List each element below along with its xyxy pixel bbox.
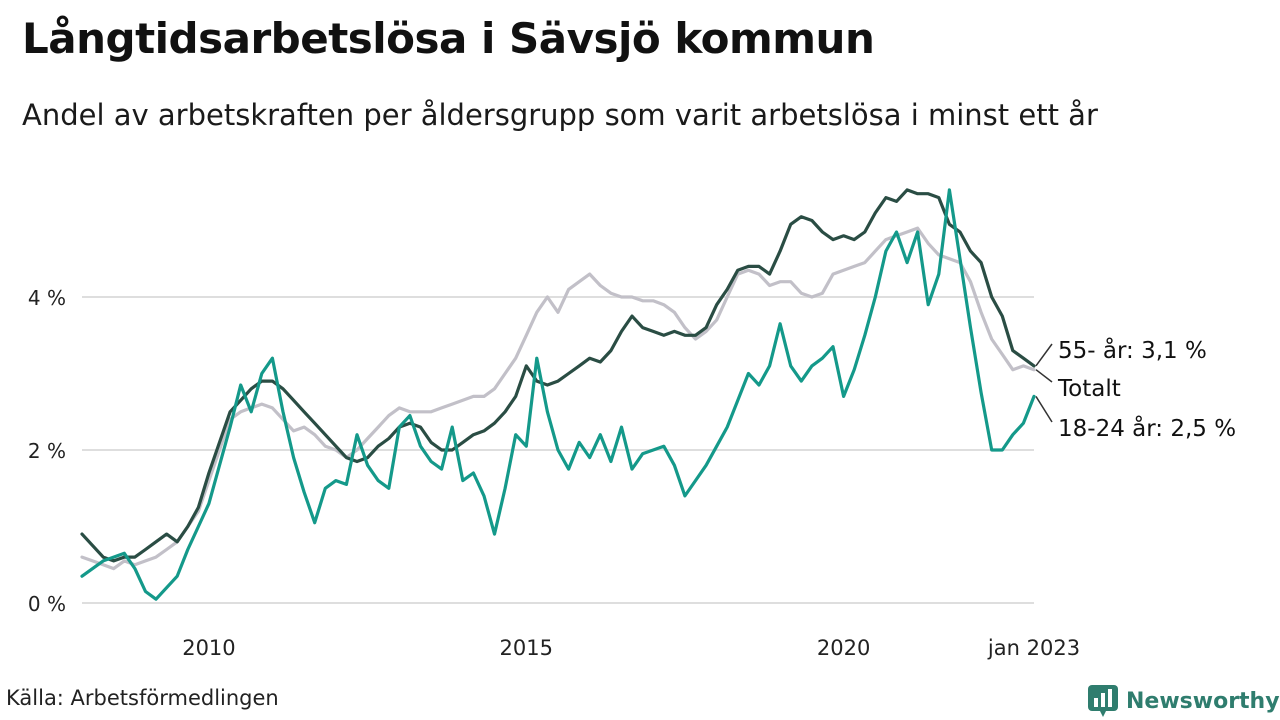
chart-subtitle: Andel av arbetskraften per åldersgrupp s… [22,98,1098,132]
label-leader-totalt [1035,369,1053,383]
x-tick-label: jan 2023 [987,636,1080,660]
label-leader-age55 [1035,343,1053,367]
series-line-totalt [80,226,1036,571]
x-tick-label: 2015 [500,636,553,660]
y-axis-ticks: 0 % 2 % 4 % [28,286,66,616]
y-tick-label: 0 % [28,592,66,616]
end-label-totalt: Totalt [1057,376,1121,402]
brand-name: Newsworthy [1126,688,1280,714]
chart-title: Långtidsarbetslösa i Sävsjö kommun [22,14,875,63]
series-end-labels: 55- år: 3,1 % Totalt 18-24 år: 2,5 % [1035,336,1236,442]
bar-chart-icon [1088,685,1118,717]
series-line-age55 [80,188,1036,563]
end-label-age55: 55- år: 3,1 % [1058,336,1207,364]
y-tick-label: 4 % [28,286,66,310]
y-tick-label: 2 % [28,439,66,463]
brand-logo: Newsworthy [1088,684,1280,718]
x-tick-label: 2020 [817,636,870,660]
end-label-age1824: 18-24 år: 2,5 % [1058,414,1236,442]
series-lines [80,188,1036,601]
source-note: Källa: Arbetsförmedlingen [6,686,279,710]
x-tick-label: 2010 [182,636,235,660]
series-line-age1824 [80,188,1036,601]
x-axis-ticks: 2010 2015 2020 jan 2023 [182,636,1080,660]
label-leader-age1824 [1035,396,1053,423]
